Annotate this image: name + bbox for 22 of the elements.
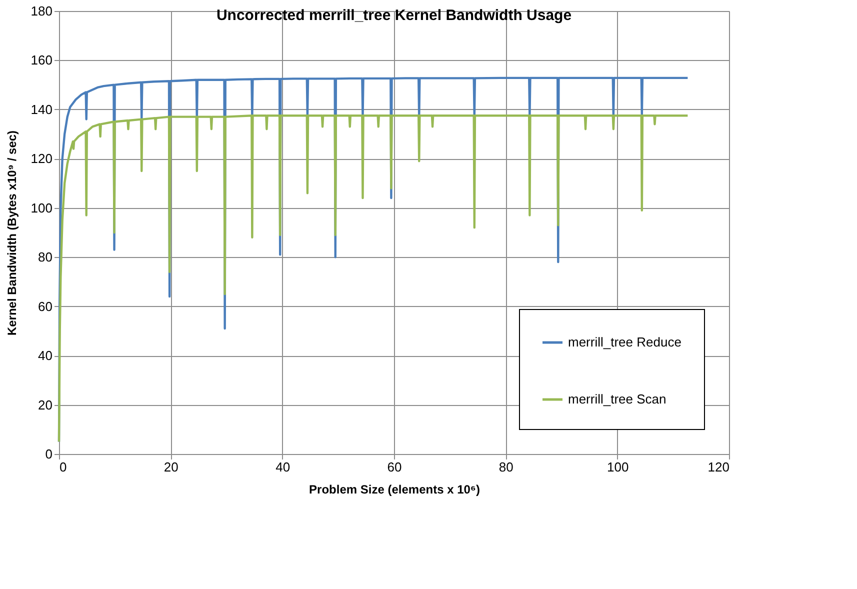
x-tick-label: 20 xyxy=(164,460,178,474)
legend-label: merrill_tree Reduce xyxy=(568,334,682,350)
y-tick-label: 100 xyxy=(30,200,52,216)
y-tick-label: 80 xyxy=(38,250,52,265)
x-axis-title: Problem Size (elements x 10⁶) xyxy=(309,482,480,496)
x-tick-label: 60 xyxy=(387,460,402,474)
x-tick-label: 0 xyxy=(60,460,67,474)
y-axis-title: Kernel Bandwidth (Bytes x10⁹ / sec) xyxy=(4,130,19,336)
x-tick-label: 40 xyxy=(276,460,290,474)
y-tick-label: 120 xyxy=(30,151,52,166)
x-tick-label: 80 xyxy=(498,460,514,474)
y-tick-label: 40 xyxy=(38,348,52,364)
y-tick-label: 20 xyxy=(38,397,52,412)
y-tick-label: 180 xyxy=(30,4,52,18)
legend-label: merrill_tree Scan xyxy=(568,392,666,406)
chart-title: Uncorrected merrill_tree Kernel Bandwidth Usage xyxy=(216,7,572,24)
y-tick-label: 60 xyxy=(38,298,52,314)
x-tick-label: 120 xyxy=(708,460,730,474)
x-tick-label: 100 xyxy=(606,460,629,474)
y-tick-label: 0 xyxy=(45,446,52,462)
y-tick-label: 160 xyxy=(30,52,52,68)
y-tick-label: 140 xyxy=(30,102,52,117)
